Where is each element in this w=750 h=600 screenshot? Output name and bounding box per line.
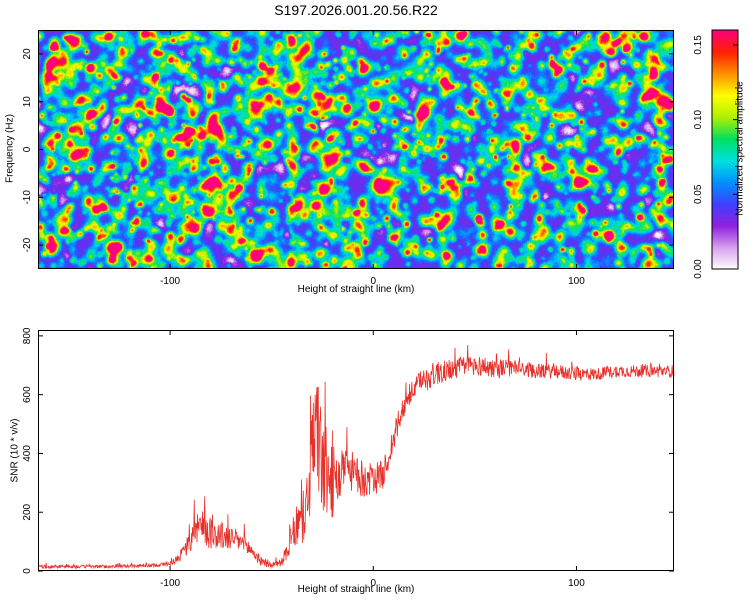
heatmap-y-axis-label: Frequency (Hz) — [4, 114, 16, 183]
snr-x-tick-label: 0 — [370, 578, 376, 589]
snr-series-line — [37, 344, 675, 570]
heatmap-x-tick-label: 0 — [370, 276, 376, 287]
snr-line-chart: -100 0 100 0 200 400 600 800 — [22, 327, 675, 589]
heatmap-plot-area: -100 0 100 -20 -10 0 10 20 — [22, 30, 674, 287]
snr-plot-area: -100 0 100 0 200 400 600 800 — [22, 327, 675, 589]
snr-y-axis-label: SNR (10 * v/v) — [9, 418, 21, 483]
heatmap-y-tick-label: -10 — [22, 190, 33, 205]
chart-title: S197.2026.001.20.56.R22 — [274, 2, 438, 18]
snr-x-tick-label: -100 — [160, 578, 180, 589]
heatmap-y-tick-label: -20 — [22, 237, 33, 252]
heatmap-x-axis-label: Height of straight line (km) — [297, 284, 415, 295]
colorbar-axis: 0.00 0.05 0.10 0.15 — [693, 29, 739, 279]
heatmap-x-tick-label: 100 — [568, 276, 585, 287]
snr-y-tick-label: 0 — [22, 568, 33, 574]
heatmap-y-tick-label: 0 — [22, 146, 33, 152]
colorbar: 0.00 0.05 0.10 0.15 — [693, 29, 739, 279]
snr-x-axis-label: Height of straight line (km) — [297, 584, 415, 595]
snr-y-tick-label: 400 — [22, 445, 33, 462]
colorbar-tick-label: 0.15 — [693, 35, 704, 55]
colorbar-tick-label: 0.10 — [693, 109, 704, 129]
snr-y-tick-label: 600 — [22, 386, 33, 403]
snr-x-tick-label: 100 — [568, 578, 585, 589]
snr-y-tick-label: 800 — [22, 327, 33, 344]
colorbar-tick-label: 0.05 — [693, 184, 704, 204]
colorbar-label: Normalized spectral amplitude — [734, 81, 746, 216]
colorbar-tick-label: 0.00 — [693, 259, 704, 279]
colorbar-frame — [711, 29, 739, 270]
heatmap-y-tick-label: 10 — [22, 96, 33, 108]
heatmap-x-tick-label: -100 — [160, 276, 180, 287]
snr-y-tick-label: 200 — [22, 503, 33, 520]
heatmap-y-tick-label: 20 — [22, 48, 33, 60]
spectrogram-heatmap — [38, 30, 674, 269]
colorbar-gradient — [712, 30, 738, 269]
